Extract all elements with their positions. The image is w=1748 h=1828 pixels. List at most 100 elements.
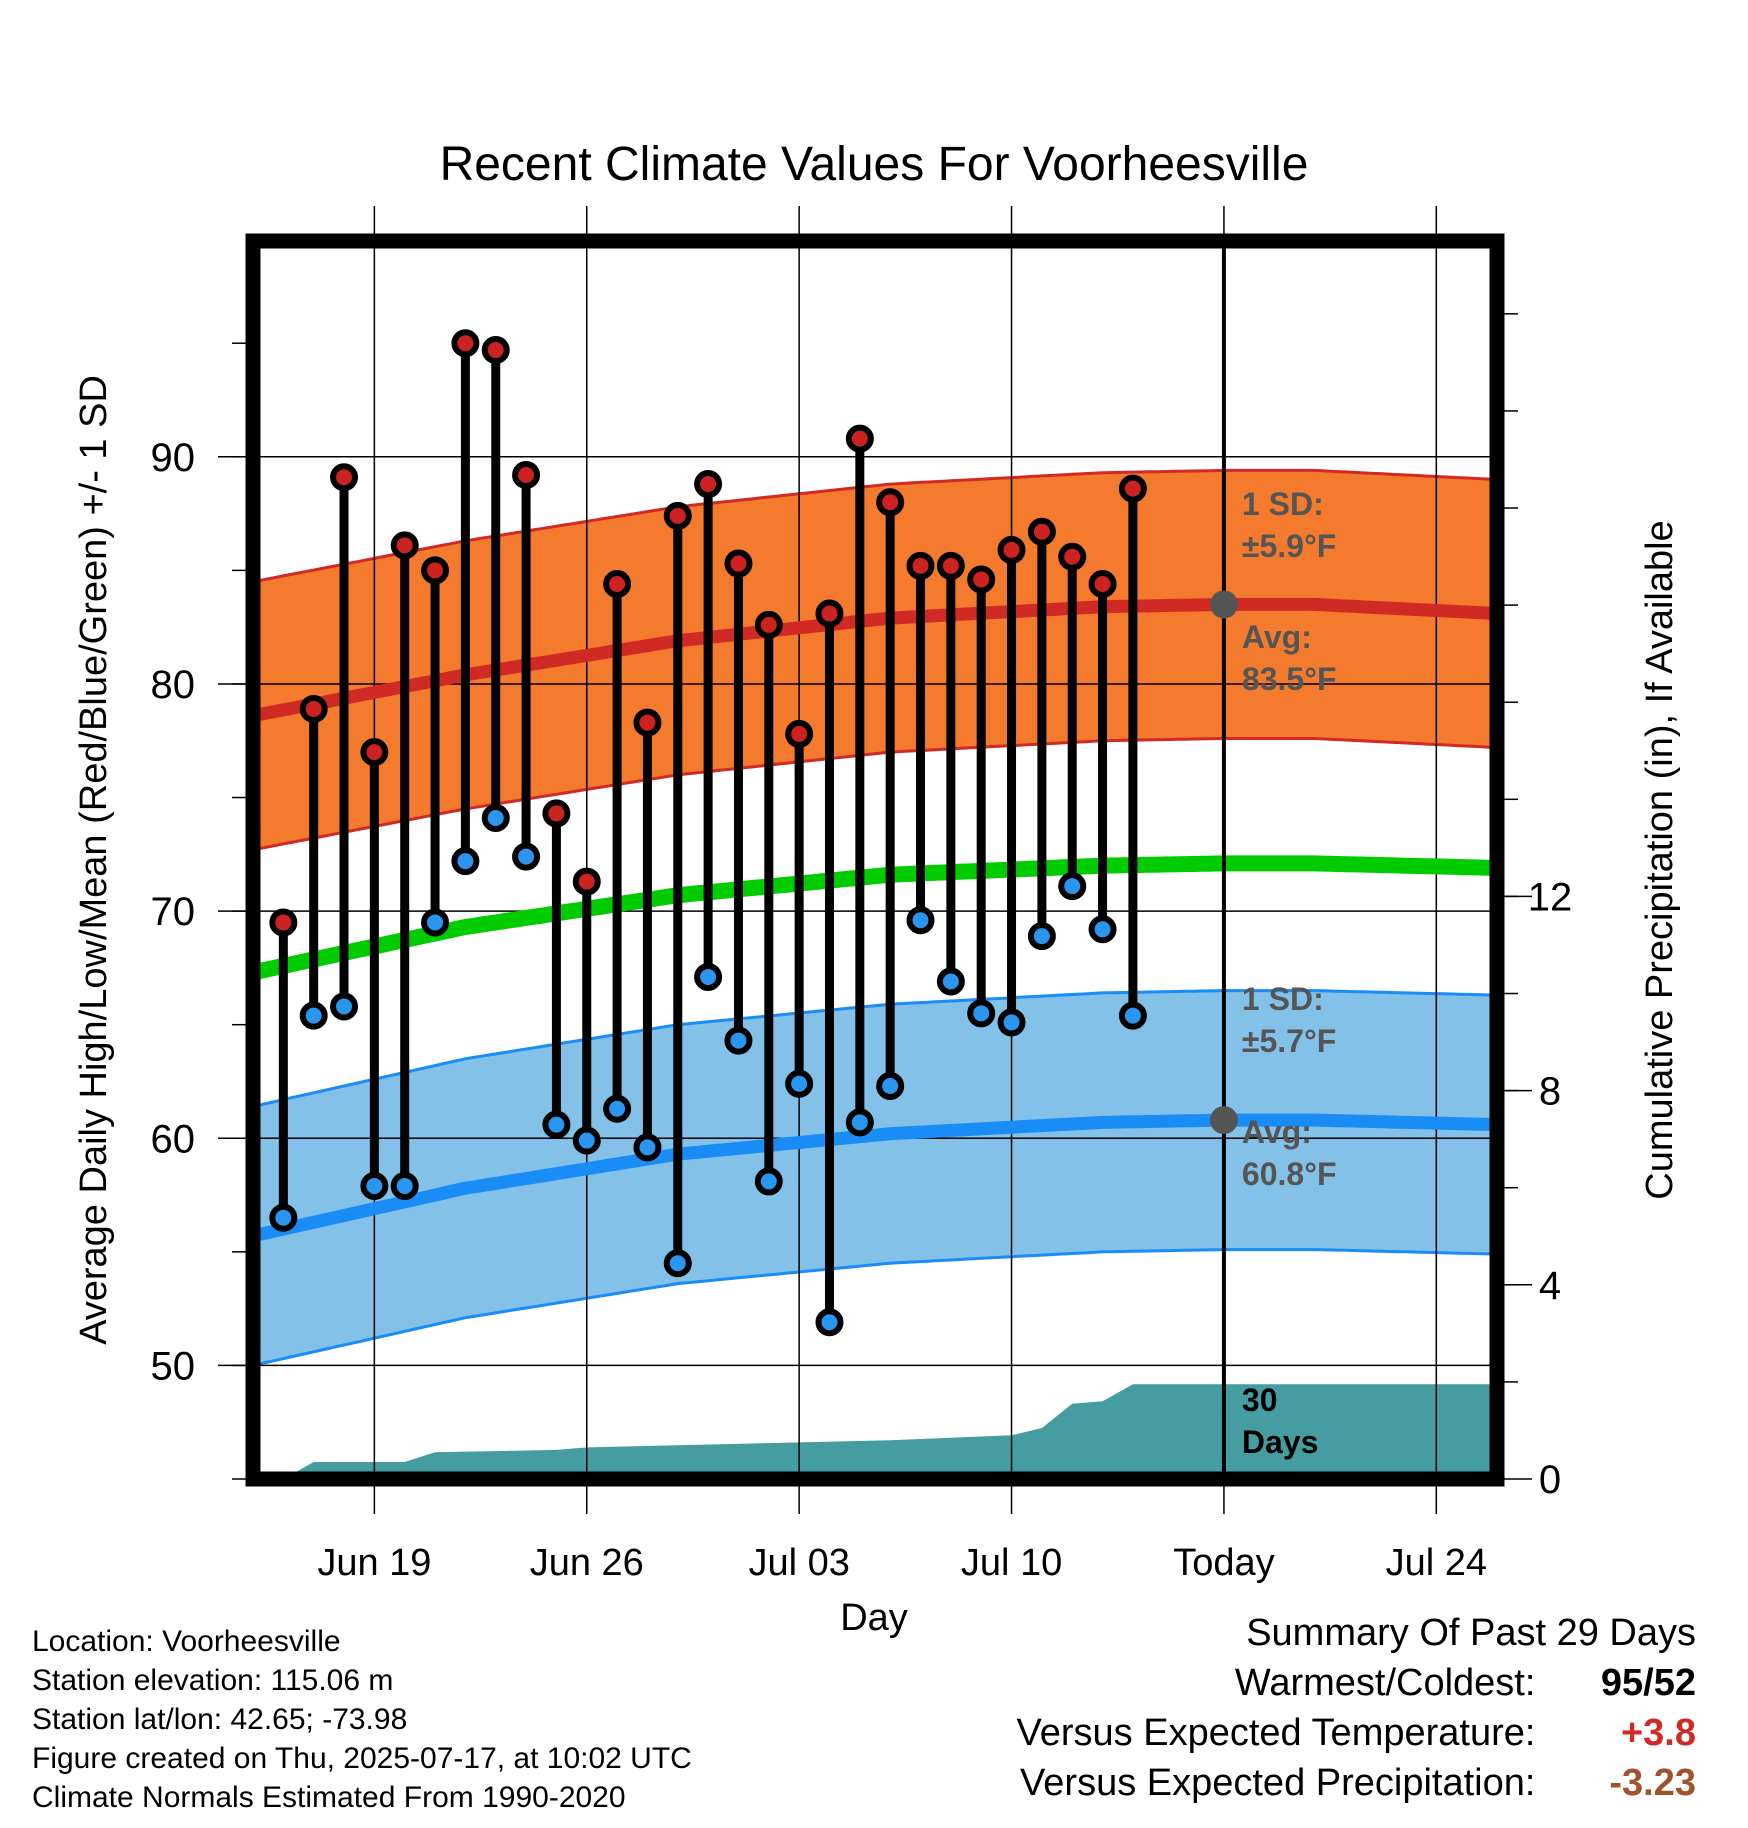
summary-warmest-coldest: Warmest/Coldest: 95/52 [1017, 1658, 1696, 1708]
location-text: Location: Voorheesville [32, 1625, 341, 1658]
daily-low-point [1027, 922, 1056, 951]
normals-text: Climate Normals Estimated From 1990-2020 [32, 1781, 626, 1814]
high-avg-marker [1209, 590, 1238, 619]
daily-low-point [269, 1203, 298, 1232]
plot-frame [245, 233, 1505, 1487]
y-left-tick-label: 80 [151, 663, 196, 707]
today-days-label: Days [1242, 1424, 1319, 1460]
y-right-tick-label: 4 [1539, 1264, 1561, 1308]
high-avg-label: Avg: [1242, 619, 1312, 655]
daily-high-point [785, 719, 814, 748]
temp-deviation-value: +3.8 [1620, 1712, 1696, 1754]
daily-high-point [936, 551, 965, 580]
precip-deviation-value: -3.23 [1609, 1762, 1696, 1804]
x-tick-label: Jul 10 [961, 1542, 1062, 1584]
daily-low-point [754, 1167, 783, 1196]
high-sd-band [260, 470, 1490, 849]
daily-high-point [967, 565, 996, 594]
y-left-tick-label: 90 [151, 436, 196, 480]
daily-low-point [815, 1308, 844, 1337]
low-sd-value: ±5.7°F [1242, 1023, 1336, 1059]
normal-mean-line [260, 855, 1490, 980]
daily-low-point [694, 962, 723, 991]
x-axis-label: Day [840, 1597, 908, 1639]
normal-low-line [260, 1113, 1490, 1241]
x-tick-label: Jul 24 [1386, 1542, 1487, 1584]
daily-low-point [724, 1026, 753, 1055]
x-tick-label: Jun 26 [530, 1542, 644, 1584]
daily-low-point [1088, 915, 1117, 944]
summary-panel: Summary Of Past 29 Days Warmest/Coldest:… [1017, 1608, 1696, 1808]
station-info: Location: Voorheesville Station elevatio… [32, 1622, 692, 1817]
daily-low-point [299, 1001, 328, 1030]
daily-high-point [845, 424, 874, 453]
daily-high-point [421, 556, 450, 585]
summary-precip: Versus Expected Precipitation: -3.23 [1017, 1758, 1696, 1808]
daily-low-point [421, 908, 450, 937]
daily-low-point [1058, 872, 1087, 901]
daily-low-point [481, 803, 510, 832]
x-tick-label: Today [1173, 1542, 1274, 1584]
warmest-coldest-label: Warmest/Coldest: [1234, 1662, 1536, 1704]
daily-high-point [330, 463, 359, 492]
y-right-tick-label: 0 [1539, 1458, 1561, 1502]
daily-high-point [390, 531, 419, 560]
y-left-tick-label: 60 [151, 1117, 196, 1161]
daily-high-point [1058, 542, 1087, 571]
high-sd-label: 1 SD: [1242, 486, 1324, 522]
x-tick-label: Jun 19 [317, 1542, 431, 1584]
daily-high-point [876, 488, 905, 517]
daily-high-point [1027, 517, 1056, 546]
daily-high-point [572, 867, 601, 896]
low-avg-value: 60.8°F [1242, 1156, 1337, 1192]
created-text: Figure created on Thu, 2025-07-17, at 10… [32, 1742, 692, 1775]
high-sd-value: ±5.9°F [1242, 528, 1336, 564]
normal-high-line [260, 597, 1490, 722]
daily-high-point [603, 570, 632, 599]
daily-low-point [633, 1133, 662, 1162]
daily-low-point [512, 842, 541, 871]
daily-low-point [451, 847, 480, 876]
summary-temp: Versus Expected Temperature: +3.8 [1017, 1708, 1696, 1758]
daily-high-point [1118, 474, 1147, 503]
daily-low-point [603, 1094, 632, 1123]
chart-title: Recent Climate Values For Voorheesville [440, 138, 1309, 191]
daily-low-point [663, 1249, 692, 1278]
daily-high-point [481, 336, 510, 365]
daily-low-point [360, 1171, 389, 1200]
daily-low-point [936, 967, 965, 996]
y-left-tick-label: 50 [151, 1344, 196, 1388]
precip-area [295, 1384, 1490, 1472]
precip-deviation-label: Versus Expected Precipitation: [1020, 1762, 1536, 1804]
today-days-number: 30 [1242, 1382, 1278, 1418]
daily-low-point [785, 1069, 814, 1098]
y-axis-label-left: Average Daily High/Low/Mean (Red/Blue/Gr… [73, 375, 115, 1345]
daily-high-point [815, 599, 844, 628]
low-sd-upper-edge [260, 989, 1490, 1107]
daily-low-point [876, 1072, 905, 1101]
daily-high-point [694, 470, 723, 499]
low-avg-label: Avg: [1242, 1114, 1312, 1150]
daily-high-point [360, 738, 389, 767]
daily-low-point [845, 1108, 874, 1137]
low-sd-band [260, 990, 1490, 1364]
daily-high-point [724, 549, 753, 578]
high-avg-value: 83.5°F [1242, 661, 1337, 697]
daily-low-point [997, 1008, 1026, 1037]
daily-high-point [512, 460, 541, 489]
low-sd-lower-edge [260, 1248, 1490, 1366]
x-tick-label: Jul 03 [748, 1542, 849, 1584]
y-axis-label-right: Cumulative Precipitation (in), If Availa… [1639, 520, 1681, 1199]
daily-high-point [1088, 570, 1117, 599]
daily-low-point [390, 1171, 419, 1200]
daily-high-point [633, 708, 662, 737]
high-sd-upper-edge [260, 468, 1490, 582]
daily-low-point [1118, 1001, 1147, 1030]
daily-low-point [572, 1126, 601, 1155]
low-avg-marker [1209, 1106, 1238, 1135]
daily-high-point [663, 501, 692, 530]
daily-high-point [754, 610, 783, 639]
daily-high-point [451, 329, 480, 358]
daily-high-point [299, 694, 328, 723]
daily-low-point [967, 999, 996, 1028]
